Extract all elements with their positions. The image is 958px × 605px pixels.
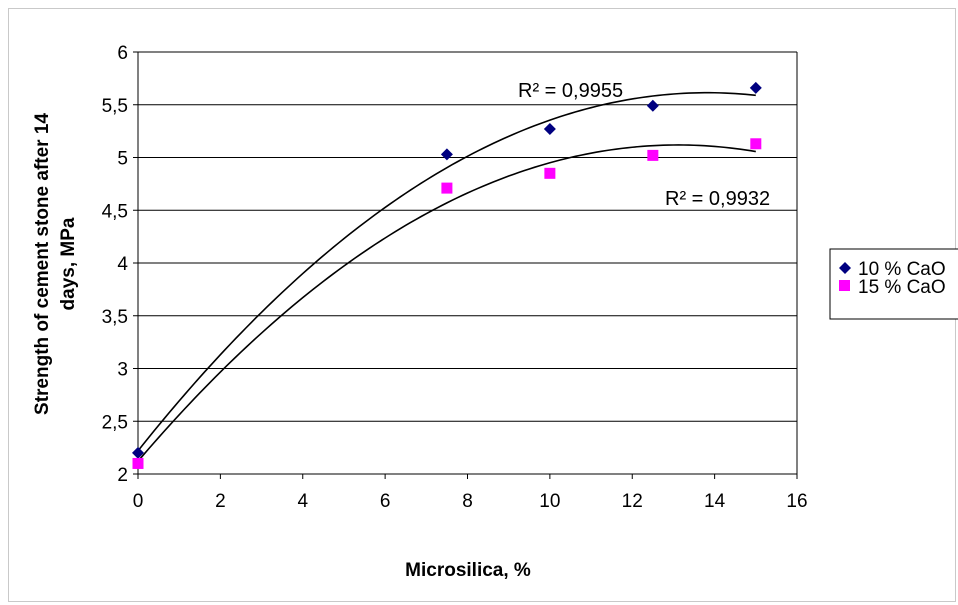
trendlines (137, 91, 756, 462)
data-point-10-cao (543, 123, 556, 136)
x-tick-label: 10 (539, 491, 560, 512)
data-point-15-cao (132, 457, 144, 469)
r2-labels: R² = 0,9955 R² = 0,9932 (518, 80, 770, 210)
y-tick-label: 6 (117, 43, 128, 64)
legend: 10 % CaO 15 % CaO (829, 248, 958, 320)
x-tick-label: 8 (462, 491, 473, 512)
y-tick-label: 3,5 (102, 307, 128, 328)
legend-label-15-cao: 15 % CaO (858, 277, 946, 298)
x-axis-title: Microsilica, % (405, 560, 531, 581)
chart-frame (8, 8, 956, 602)
x-tick-label: 2 (215, 491, 226, 512)
x-tick-label: 0 (133, 491, 144, 512)
trendline-series-1 (137, 144, 756, 462)
y-tick-label: 5,5 (102, 96, 128, 117)
y-tick-label: 4 (117, 254, 128, 275)
r2-label-series-1: R² = 0,9932 (665, 188, 770, 210)
data-point-15-cao (544, 167, 556, 179)
legend-marker-15-cao (839, 280, 850, 291)
legend-box (829, 248, 958, 320)
x-tick-label: 12 (622, 491, 643, 512)
x-tick-label: 4 (297, 491, 308, 512)
y-tick-label: 5 (117, 149, 128, 170)
y-tick-label: 4,5 (102, 201, 128, 222)
x-tick-label: 14 (704, 491, 726, 512)
y-tick-label: 2 (117, 465, 128, 486)
trendline-series-0 (137, 91, 756, 452)
data-point-10-cao (749, 81, 762, 94)
x-tick-label: 16 (786, 491, 807, 512)
r2-label-series-0: R² = 0,9955 (518, 80, 623, 102)
y-axis-title: Strength of cement stone after 14 days, … (32, 113, 79, 415)
data-point-15-cao (750, 138, 762, 150)
y-tick-labels: 2 2,5 3 3,5 4 4,5 5 5,5 6 (102, 43, 129, 486)
legend-label-10-cao: 10 % CaO (858, 259, 946, 280)
data-points (132, 81, 762, 469)
x-tick-labels: 0 2 4 6 8 10 12 14 16 (133, 491, 808, 512)
y-tick-label: 2,5 (102, 412, 128, 433)
gridlines (138, 51, 797, 422)
data-point-10-cao (440, 148, 453, 161)
x-tick-label: 6 (380, 491, 391, 512)
y-axis-title-line2: days, MPa (58, 217, 79, 310)
y-axis-title-line1: Strength of cement stone after 14 (32, 113, 53, 415)
axes (133, 51, 798, 479)
legend-marker-10-cao (839, 262, 851, 274)
data-point-15-cao (441, 182, 453, 194)
y-tick-label: 3 (117, 360, 128, 381)
data-point-10-cao (132, 446, 144, 459)
data-point-10-cao (646, 99, 659, 112)
data-point-15-cao (647, 149, 659, 161)
